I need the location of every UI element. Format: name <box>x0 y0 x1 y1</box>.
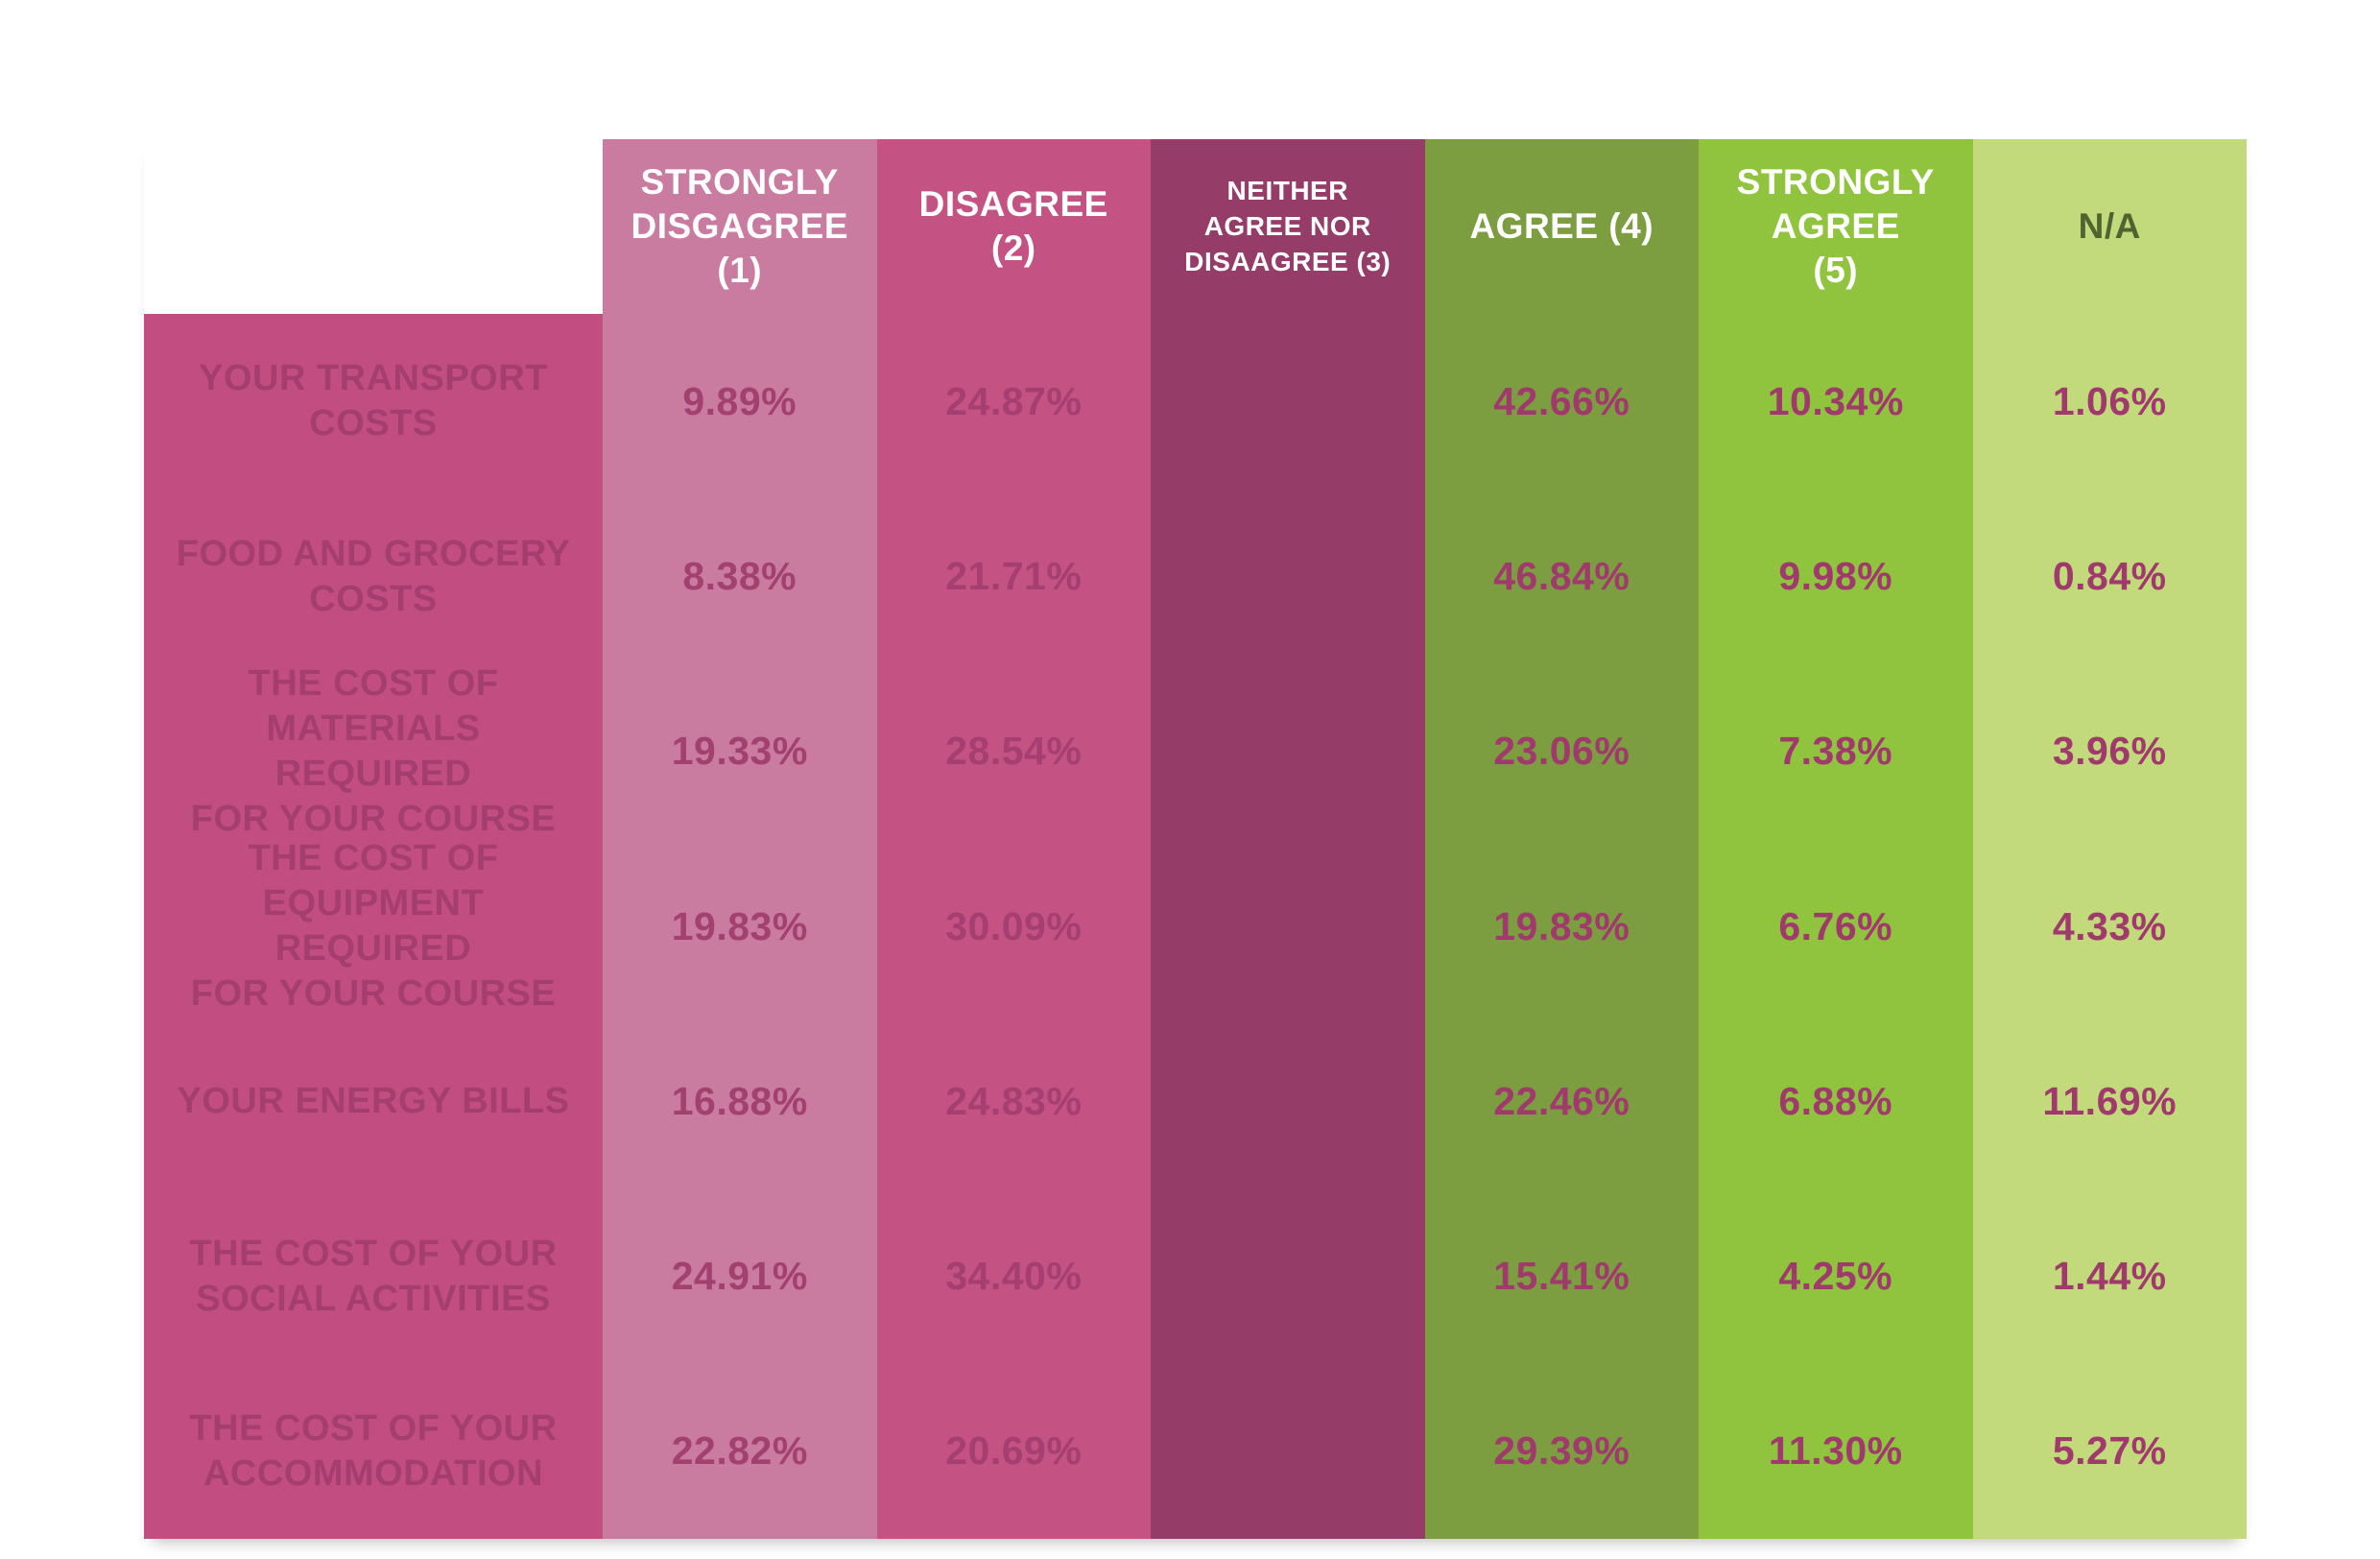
value-cell: 8.38% <box>603 489 877 664</box>
value-cell <box>1151 1014 1425 1189</box>
value-cell <box>1151 1188 1425 1364</box>
value-cell: 7.38% <box>1699 663 1973 839</box>
value-cell: 21.71% <box>876 489 1151 664</box>
value-cell: 23.06% <box>1424 663 1699 839</box>
value-cell: 0.84% <box>1972 489 2247 664</box>
value-cell: 30.09% <box>876 839 1151 1015</box>
survey-table: STRONGLY DISGAGREE (1) DISAGREE (2) NEIT… <box>144 139 2247 1539</box>
value-cell <box>1151 314 1425 490</box>
value-cell: 9.98% <box>1699 489 1973 664</box>
value-cell: 6.76% <box>1699 839 1973 1015</box>
row-label: FOOD AND GROCERY COSTS <box>144 489 603 664</box>
survey-grid: STRONGLY DISGAGREE (1) DISAGREE (2) NEIT… <box>144 139 2247 1539</box>
value-cell: 3.96% <box>1972 663 2247 839</box>
row-label: YOUR TRANSPORT COSTS <box>144 314 603 490</box>
value-cell: 42.66% <box>1424 314 1699 490</box>
value-cell: 1.06% <box>1972 314 2247 490</box>
row-label: THE COST OF YOUR SOCIAL ACTIVITIES <box>144 1188 603 1364</box>
value-cell: 4.33% <box>1972 839 2247 1015</box>
value-cell: 11.30% <box>1699 1363 1973 1539</box>
value-cell: 29.39% <box>1424 1363 1699 1539</box>
value-cell: 10.34% <box>1699 314 1973 490</box>
value-cell: 46.84% <box>1424 489 1699 664</box>
value-cell: 24.87% <box>876 314 1151 490</box>
column-header-strongly-agree: STRONGLY AGREE (5) <box>1699 139 1973 315</box>
value-cell <box>1151 489 1425 664</box>
column-header-agree: AGREE (4) <box>1424 139 1699 315</box>
value-cell: 22.46% <box>1424 1014 1699 1189</box>
value-cell: 24.91% <box>603 1188 877 1364</box>
value-cell: 20.69% <box>876 1363 1151 1539</box>
value-cell: 22.82% <box>603 1363 877 1539</box>
row-label: YOUR ENERGY BILLS <box>144 1014 603 1189</box>
row-label: THE COST OF YOUR ACCOMMODATION <box>144 1363 603 1539</box>
value-cell: 19.83% <box>603 839 877 1015</box>
value-cell: 19.83% <box>1424 839 1699 1015</box>
value-cell: 5.27% <box>1972 1363 2247 1539</box>
value-cell: 4.25% <box>1699 1188 1973 1364</box>
column-header-neither: NEITHER AGREE NOR DISAAGREE (3) <box>1151 139 1425 315</box>
column-header-disagree: DISAGREE (2) <box>876 139 1151 315</box>
value-cell: 9.89% <box>603 314 877 490</box>
row-label: THE COST OF EQUIPMENT REQUIRED FOR YOUR … <box>144 838 603 1015</box>
value-cell: 11.69% <box>1972 1014 2247 1189</box>
value-cell: 16.88% <box>603 1014 877 1189</box>
value-cell: 34.40% <box>876 1188 1151 1364</box>
value-cell: 1.44% <box>1972 1188 2247 1364</box>
value-cell: 28.54% <box>876 663 1151 839</box>
value-cell: 15.41% <box>1424 1188 1699 1364</box>
column-header-strongly-disagree: STRONGLY DISGAGREE (1) <box>603 139 877 315</box>
value-cell: 6.88% <box>1699 1014 1973 1189</box>
header-blank-cell <box>144 139 603 315</box>
value-cell <box>1151 839 1425 1015</box>
column-header-na: N/A <box>1972 139 2247 315</box>
value-cell: 24.83% <box>876 1014 1151 1189</box>
value-cell <box>1151 663 1425 839</box>
row-label: THE COST OF MATERIALS REQUIRED FOR YOUR … <box>144 663 603 839</box>
value-cell <box>1151 1363 1425 1539</box>
value-cell: 19.33% <box>603 663 877 839</box>
